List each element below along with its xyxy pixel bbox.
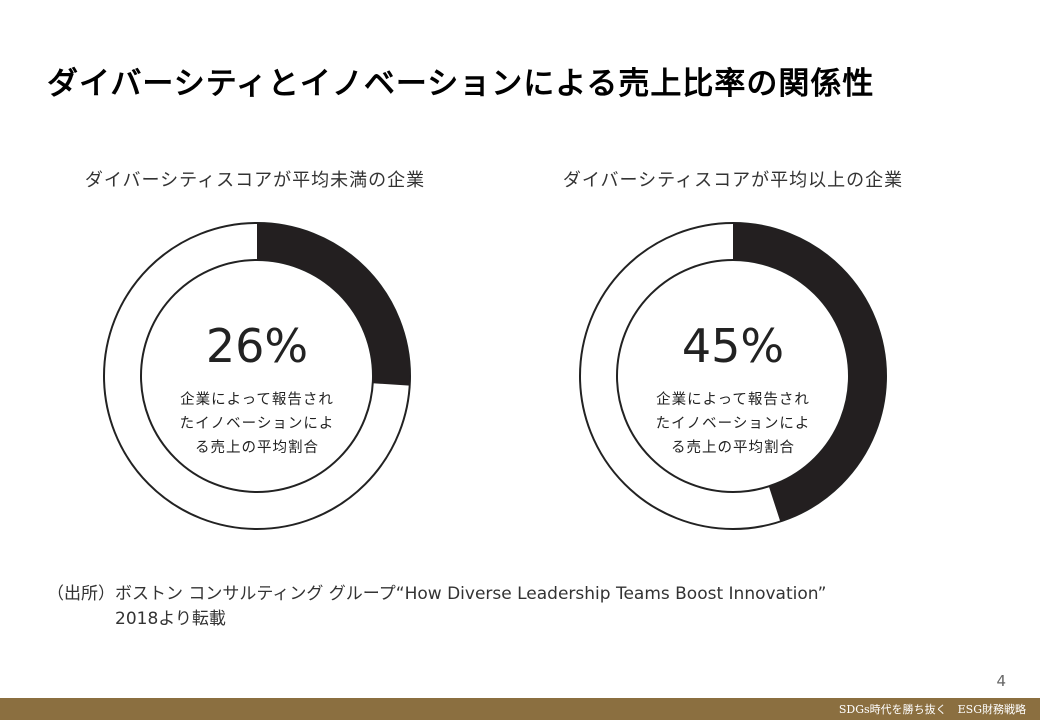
chart-1-description: 企業によって報告され たイノベーションによ る売上の平均割合 bbox=[167, 388, 347, 460]
chart-1-value-segment bbox=[257, 223, 410, 386]
chart-2-desc-line: たイノベーションによ bbox=[655, 416, 811, 432]
chart-2-donut: 45% 企業によって報告され たイノベーションによ る売上の平均割合 bbox=[577, 220, 889, 532]
page-number: 4 bbox=[996, 672, 1006, 690]
chart-1-heading: ダイバーシティスコアが平均未満の企業 bbox=[84, 170, 426, 191]
chart-2-desc-line: る売上の平均割合 bbox=[671, 440, 795, 456]
chart-1-value-label: 26% bbox=[205, 319, 309, 373]
chart-2-desc-line: 企業によって報告され bbox=[656, 392, 810, 408]
chart-2-value-segment bbox=[733, 223, 886, 522]
chart-1-svg bbox=[103, 222, 411, 530]
footer-text: SDGs時代を勝ち抜く ESG財務戦略 bbox=[838, 703, 1026, 716]
source-text-line2: 2018より転載 bbox=[115, 609, 226, 629]
footer-bar: SDGs時代を勝ち抜く ESG財務戦略 bbox=[0, 698, 1040, 720]
chart-1-desc-line: る売上の平均割合 bbox=[195, 440, 319, 456]
chart-1-desc-line: たイノベーションによ bbox=[179, 416, 335, 432]
source-label: （出所） bbox=[47, 584, 115, 604]
source-text: ボストン コンサルティング グループ“How Diverse Leadershi… bbox=[115, 584, 827, 604]
chart-1-desc-line: 企業によって報告され bbox=[180, 392, 334, 408]
chart-1-donut: 26% 企業によって報告され たイノベーションによ る売上の平均割合 bbox=[101, 220, 413, 532]
source-note: （出所）ボストン コンサルティング グループ“How Diverse Leade… bbox=[47, 582, 1007, 632]
chart-2-svg bbox=[579, 222, 887, 530]
slide-title: ダイバーシティとイノベーションによる売上比率の関係性 bbox=[47, 66, 875, 102]
chart-2-heading: ダイバーシティスコアが平均以上の企業 bbox=[562, 170, 904, 191]
chart-2-description: 企業によって報告され たイノベーションによ る売上の平均割合 bbox=[643, 388, 823, 460]
chart-2-value-label: 45% bbox=[681, 319, 785, 373]
